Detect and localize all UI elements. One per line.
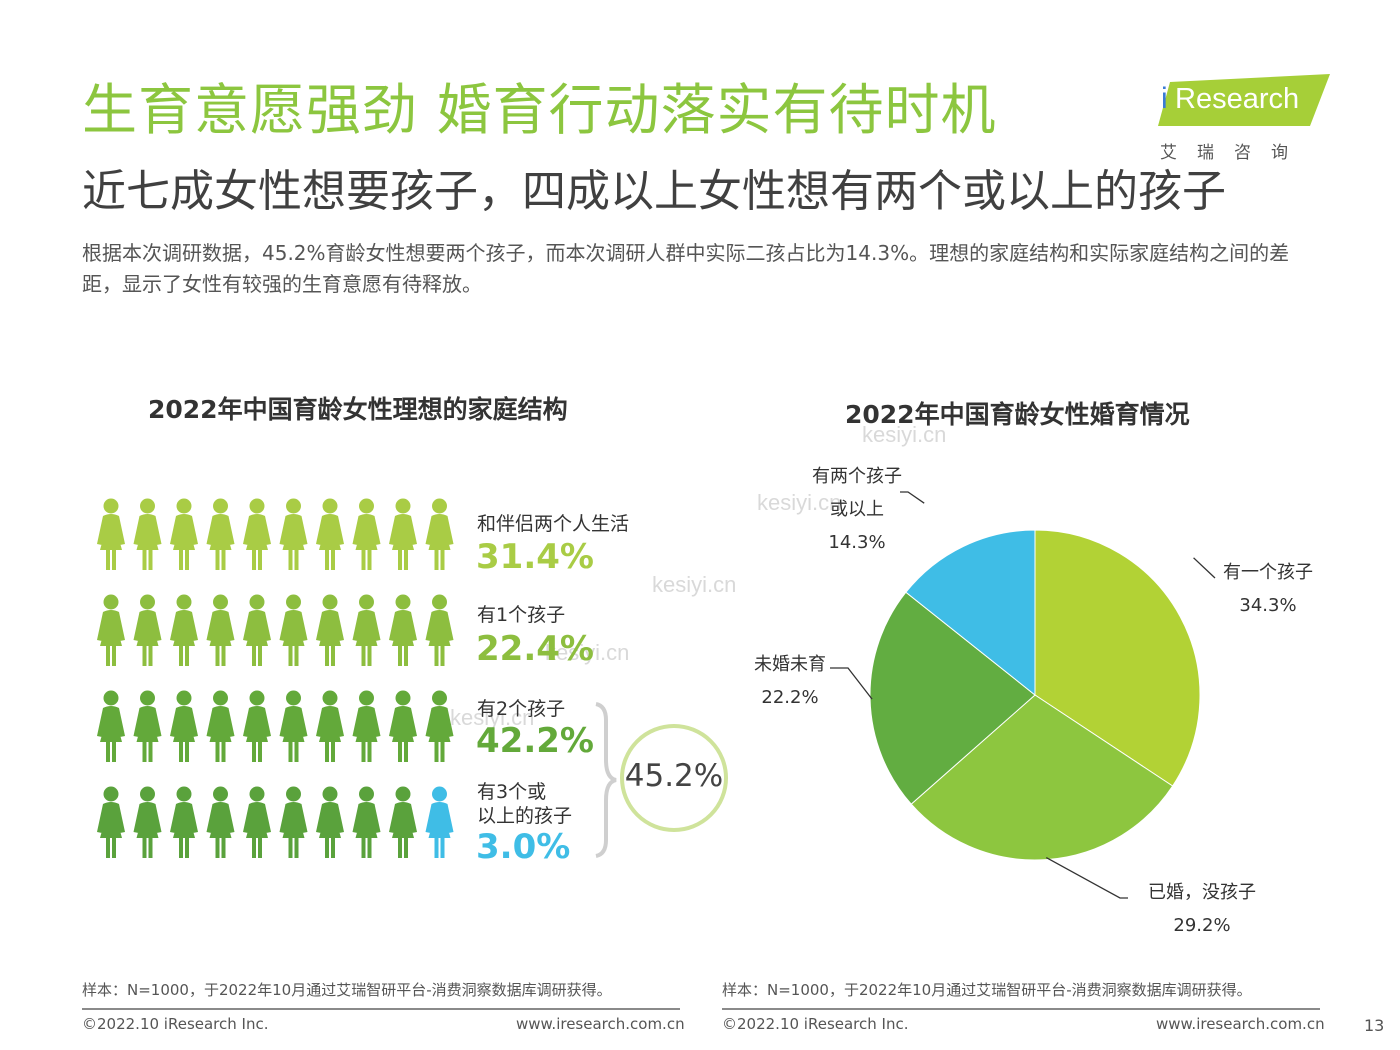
leader-line [1193, 557, 1216, 579]
page-title: 生育意愿强劲 婚育行动落实有待时机 [82, 78, 997, 142]
person-icon [97, 690, 125, 762]
person-icon [316, 498, 344, 570]
category-value: 22.4% [476, 629, 594, 669]
pie-category-label: 或以上 [830, 499, 884, 520]
person-icon [279, 690, 308, 762]
category-label: 以上的孩子 [477, 805, 573, 827]
person-icon [133, 594, 162, 666]
person-icon [425, 594, 454, 666]
person-icon [133, 498, 162, 570]
pie-category-label: 未婚未育 [754, 654, 826, 675]
person-icon [97, 594, 125, 666]
person-icon [389, 594, 417, 666]
person-icon [97, 498, 125, 570]
watermark: kesiyi.cn [450, 705, 535, 730]
person-icon [352, 690, 381, 762]
pie-slice [910, 694, 1174, 861]
left-chart-title: 2022年中国育龄女性理想的家庭结构 [148, 395, 568, 424]
person-icon [206, 594, 235, 666]
person-icon [352, 498, 381, 570]
person-icon [170, 498, 198, 570]
person-icon [206, 498, 235, 570]
category-value: 3.0% [476, 827, 571, 867]
person-icon [352, 786, 381, 858]
watermark: kesiyi.cn [862, 422, 947, 447]
person-icon [425, 786, 454, 858]
curly-bracket [595, 702, 617, 858]
leader-line [830, 667, 873, 700]
person-icon [316, 690, 344, 762]
person-icon [389, 690, 417, 762]
page-description: 根据本次调研数据，45.2%育龄女性想要两个孩子，而本次调研人群中实际二孩占比为… [82, 241, 1290, 296]
pie-category-label: 有两个孩子 [812, 466, 902, 487]
category-label: 有3个或 [477, 781, 547, 803]
person-icon [389, 498, 417, 570]
person-icon [133, 786, 162, 858]
pie-category-label: 有一个孩子 [1223, 562, 1313, 583]
person-icon [170, 690, 198, 762]
person-icon [243, 690, 271, 762]
leader-line [1045, 857, 1128, 899]
category-label: 有2个孩子 [477, 698, 566, 720]
person-icon [316, 594, 344, 666]
watermark: kesiyi.cn [652, 572, 737, 597]
total-circle [620, 724, 728, 832]
bracket-group [595, 702, 728, 858]
right-url[interactable]: www.iresearch.com.cn [1156, 1015, 1325, 1033]
logo-i-mark: i [1161, 82, 1168, 115]
iresearch-logo [1158, 74, 1330, 126]
pie-value-label: 14.3% [828, 532, 885, 553]
watermark: kesiyi.cn [545, 640, 630, 665]
category-label: 和伴侣两个人生活 [477, 513, 630, 535]
leader-line [900, 491, 925, 504]
pie-value-label: 34.3% [1239, 595, 1296, 616]
page-subtitle: 近七成女性想要孩子，四成以上女性想有两个或以上的孩子 [82, 166, 1226, 217]
person-icon [133, 690, 162, 762]
right-sample-note: 样本：N=1000，于2022年10月通过艾瑞智研平台-消费洞察数据库调研获得。 [722, 981, 1252, 999]
left-sample-note: 样本：N=1000，于2022年10月通过艾瑞智研平台-消费洞察数据库调研获得。 [82, 981, 612, 999]
person-icon [170, 786, 198, 858]
person-icon [389, 786, 417, 858]
person-icon [425, 690, 454, 762]
person-icon [279, 594, 308, 666]
person-icon [279, 786, 308, 858]
person-icon [243, 786, 271, 858]
left-url[interactable]: www.iresearch.com.cn [516, 1015, 685, 1033]
person-icon [279, 498, 308, 570]
category-value: 31.4% [476, 537, 594, 577]
person-icon [243, 594, 271, 666]
pictogram-chart [97, 498, 454, 858]
pie-slice [905, 529, 1036, 697]
person-icon [352, 594, 381, 666]
bracket-total-label: 45.2% [624, 758, 724, 794]
person-icon [206, 690, 235, 762]
person-icon [170, 594, 198, 666]
logo-subtitle: 艾瑞咨询 [1160, 143, 1308, 163]
right-footer-rule [722, 1008, 1320, 1010]
right-chart-title: 2022年中国育龄女性婚育情况 [845, 400, 1190, 429]
person-icon [425, 498, 454, 570]
person-icon [97, 786, 125, 858]
pie-slice [869, 591, 1036, 805]
logo-wordmark: Research [1175, 83, 1300, 115]
person-icon [316, 786, 344, 858]
right-copyright: ©2022.10 iResearch Inc. [722, 1015, 909, 1033]
person-icon [206, 786, 235, 858]
category-label: 有1个孩子 [477, 604, 566, 626]
left-copyright: ©2022.10 iResearch Inc. [82, 1015, 269, 1033]
watermark: kesiyi.cn [757, 490, 842, 515]
left-footer-rule [82, 1008, 680, 1010]
pie-value-label: 22.2% [761, 687, 818, 708]
pie-category-label: 已婚，没孩子 [1148, 882, 1256, 903]
page-number: 13 [1364, 1016, 1385, 1035]
category-value: 42.2% [476, 721, 594, 761]
person-icon [243, 498, 271, 570]
pie-value-label: 29.2% [1173, 915, 1230, 936]
